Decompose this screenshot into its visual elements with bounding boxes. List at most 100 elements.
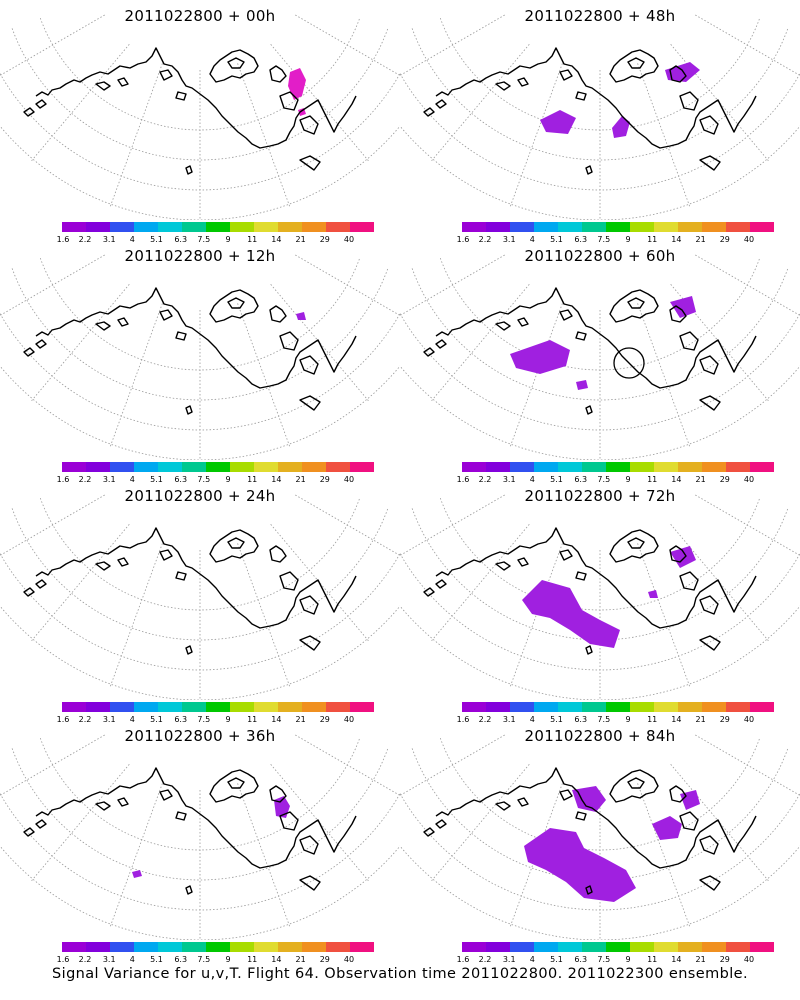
map-panel-12h: 2011022800 + 12h 1.6 2.2 3.1 4 5.1 6.3 7.5 9 11 1… bbox=[0, 240, 400, 485]
colorbar-swatch bbox=[110, 942, 134, 952]
colorbar-swatch bbox=[86, 222, 110, 232]
colorbar-label: 6.3 bbox=[174, 475, 188, 484]
signal-region bbox=[522, 580, 620, 648]
colorbar-label: 1.6 bbox=[456, 715, 470, 724]
map-panel-24h: 2011022800 + 24h 1.6 2.2 3.1 4 5.1 6.3 7.5 9 11 1… bbox=[0, 480, 400, 725]
longitude-line bbox=[0, 494, 105, 556]
colorbar-label: 29 bbox=[319, 955, 330, 964]
colorbar-swatch bbox=[750, 462, 774, 472]
latitude-line bbox=[0, 312, 400, 431]
latitude-line bbox=[411, 508, 789, 641]
colorbar-swatch bbox=[726, 222, 750, 232]
colorbar-label: 7.5 bbox=[597, 475, 611, 484]
longitude-line bbox=[295, 14, 400, 76]
colorbar-swatch bbox=[654, 702, 678, 712]
colorbar-label: 5.1 bbox=[550, 235, 563, 244]
longitude-line bbox=[637, 63, 690, 207]
colorbar-swatch bbox=[230, 942, 254, 952]
colorbar-label: 29 bbox=[319, 475, 330, 484]
colorbar-swatch bbox=[182, 222, 206, 232]
colorbar-swatch bbox=[302, 702, 326, 712]
latitude-line bbox=[0, 605, 400, 700]
colorbar-swatch bbox=[326, 222, 350, 232]
colorbar-swatch bbox=[158, 222, 182, 232]
colorbar-swatch bbox=[182, 942, 206, 952]
latitude-line bbox=[400, 845, 800, 940]
colorbar-label: 11 bbox=[647, 955, 658, 964]
latitude-line bbox=[0, 792, 400, 911]
signal-region bbox=[132, 870, 142, 878]
colorbar-label: 29 bbox=[719, 715, 730, 724]
colorbar-swatch bbox=[278, 462, 302, 472]
colorbar-label: 3.1 bbox=[102, 715, 116, 724]
colorbar-label: 21 bbox=[695, 955, 706, 964]
colorbar-label: 11 bbox=[247, 715, 258, 724]
colorbar bbox=[462, 942, 774, 952]
longitude-line bbox=[400, 254, 505, 316]
longitude-line bbox=[510, 303, 563, 447]
highlight-circle bbox=[613, 347, 645, 379]
map-panel-48h: 2011022800 + 48h 1.6 2.2 3.1 4 5.1 6.3 7.5 9 11 1… bbox=[400, 0, 800, 245]
colorbar-swatch bbox=[534, 942, 558, 952]
longitude-line bbox=[0, 254, 105, 316]
colorbar-label: 6.3 bbox=[574, 955, 588, 964]
longitude-line bbox=[400, 14, 505, 76]
map-panel-60h: 2011022800 + 60h 1.6 2.2 3.1 4 5.1 6.3 7.5 9 11 1… bbox=[400, 240, 800, 485]
colorbar-label: 40 bbox=[743, 475, 755, 484]
colorbar-swatch bbox=[702, 702, 726, 712]
colorbar-swatch bbox=[558, 702, 582, 712]
coastline bbox=[423, 527, 757, 655]
colorbar-swatch bbox=[630, 702, 654, 712]
latitude-line bbox=[400, 72, 800, 191]
longitude-line bbox=[695, 734, 800, 796]
latitude-line bbox=[400, 365, 800, 460]
colorbar-swatch bbox=[750, 222, 774, 232]
colorbar-swatch bbox=[134, 222, 158, 232]
colorbar-label: 7.5 bbox=[597, 955, 611, 964]
colorbar-label: 14 bbox=[271, 955, 282, 964]
polar-map bbox=[0, 14, 400, 220]
colorbar-swatch bbox=[278, 942, 302, 952]
longitude-line bbox=[431, 44, 530, 161]
colorbar-label: 40 bbox=[343, 235, 355, 244]
signal-region bbox=[510, 340, 570, 374]
colorbar-swatch bbox=[230, 462, 254, 472]
colorbar-label: 7.5 bbox=[197, 955, 211, 964]
colorbar-swatch bbox=[486, 942, 510, 952]
colorbar-label: 14 bbox=[271, 715, 282, 724]
longitude-line bbox=[110, 543, 163, 687]
coastline bbox=[23, 47, 357, 175]
colorbar-swatch bbox=[462, 462, 486, 472]
signal-region bbox=[572, 786, 606, 812]
signal-region bbox=[540, 110, 576, 134]
colorbar-label: 7.5 bbox=[197, 715, 211, 724]
latitude-line bbox=[411, 748, 789, 881]
colorbar-swatch bbox=[62, 222, 86, 232]
colorbar-swatch bbox=[606, 942, 630, 952]
latitude-line bbox=[11, 748, 389, 881]
colorbar-swatch bbox=[254, 942, 278, 952]
polar-map bbox=[0, 494, 400, 700]
colorbar-label: 29 bbox=[719, 475, 730, 484]
colorbar bbox=[62, 222, 374, 232]
colorbar-label: 7.5 bbox=[197, 235, 211, 244]
colorbar-label: 11 bbox=[247, 235, 258, 244]
longitude-line bbox=[295, 734, 400, 796]
longitude-line bbox=[510, 63, 563, 207]
colorbar-swatch bbox=[702, 222, 726, 232]
colorbar-swatch bbox=[534, 702, 558, 712]
polar-map bbox=[400, 14, 800, 220]
colorbar-swatch bbox=[582, 462, 606, 472]
colorbar-swatch bbox=[350, 222, 374, 232]
longitude-line bbox=[270, 764, 369, 881]
signal-region bbox=[524, 828, 636, 902]
colorbar-swatch bbox=[462, 702, 486, 712]
signal-region bbox=[652, 816, 682, 840]
longitude-line bbox=[670, 524, 769, 641]
longitude-line bbox=[0, 734, 105, 796]
colorbar-swatch bbox=[86, 942, 110, 952]
colorbar-label: 1.6 bbox=[56, 475, 70, 484]
colorbar-swatch bbox=[510, 222, 534, 232]
colorbar-swatch bbox=[230, 702, 254, 712]
panel-title: 2011022800 + 60h bbox=[524, 247, 676, 265]
